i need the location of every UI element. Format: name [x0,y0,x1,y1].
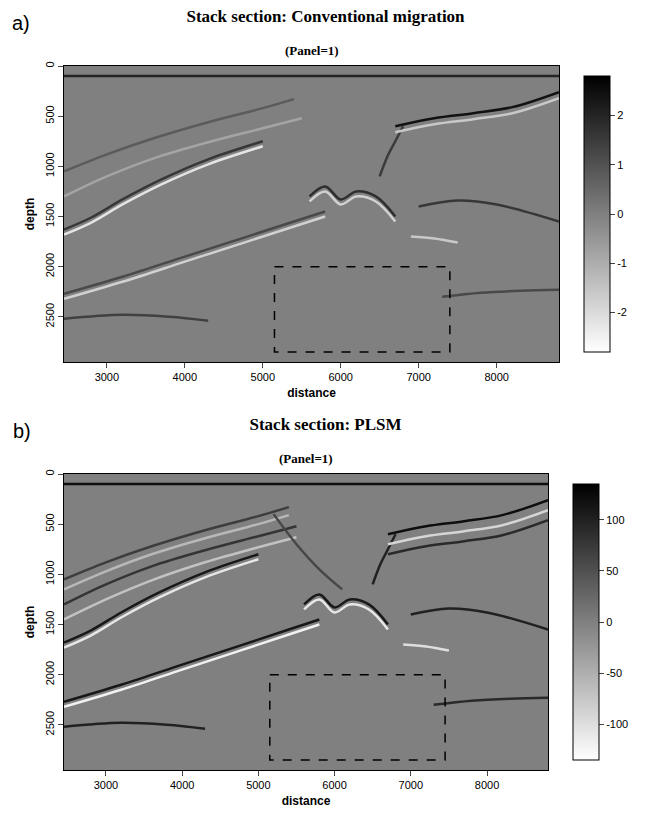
svg-text:100: 100 [606,514,624,526]
svg-text:5000: 5000 [246,779,270,791]
svg-text:2000: 2000 [44,253,56,277]
svg-text:Stack section: PLSM: Stack section: PLSM [249,415,401,434]
svg-text:1500: 1500 [44,203,56,227]
svg-text:500: 500 [44,105,56,123]
svg-text:0: 0 [606,616,612,628]
svg-text:(Panel=1): (Panel=1) [285,43,339,58]
svg-text:7000: 7000 [406,371,430,383]
svg-text:3000: 3000 [94,779,118,791]
svg-text:500: 500 [44,513,56,531]
svg-text:-1: -1 [617,257,627,269]
svg-text:depth: depth [23,606,37,639]
svg-text:7000: 7000 [399,779,423,791]
svg-text:8000: 8000 [475,779,499,791]
svg-text:4000: 4000 [173,371,197,383]
svg-text:0: 0 [44,469,56,475]
svg-text:2000: 2000 [44,661,56,685]
svg-text:0: 0 [44,61,56,67]
svg-text:b): b) [13,420,31,442]
svg-text:4000: 4000 [170,779,194,791]
svg-text:depth: depth [23,198,37,231]
svg-text:50: 50 [606,565,618,577]
svg-text:6000: 6000 [322,779,346,791]
svg-text:-50: -50 [606,667,622,679]
svg-text:3000: 3000 [95,371,119,383]
svg-text:6000: 6000 [328,371,352,383]
svg-text:8000: 8000 [484,371,508,383]
svg-text:distance: distance [287,386,336,400]
svg-text:Stack section: Conventional mi: Stack section: Conventional migration [186,7,465,26]
svg-text:1000: 1000 [44,152,56,176]
svg-text:distance: distance [282,794,331,808]
svg-text:5000: 5000 [251,371,275,383]
svg-text:2500: 2500 [44,303,56,327]
svg-text:1: 1 [617,159,623,171]
svg-text:0: 0 [617,208,623,220]
svg-text:1500: 1500 [44,611,56,635]
svg-text:2: 2 [617,109,623,121]
svg-text:a): a) [12,12,30,34]
svg-text:1000: 1000 [44,560,56,584]
svg-text:2500: 2500 [44,711,56,735]
svg-text:(Panel=1): (Panel=1) [279,451,333,466]
svg-text:-2: -2 [617,306,627,318]
svg-text:-100: -100 [606,718,628,730]
